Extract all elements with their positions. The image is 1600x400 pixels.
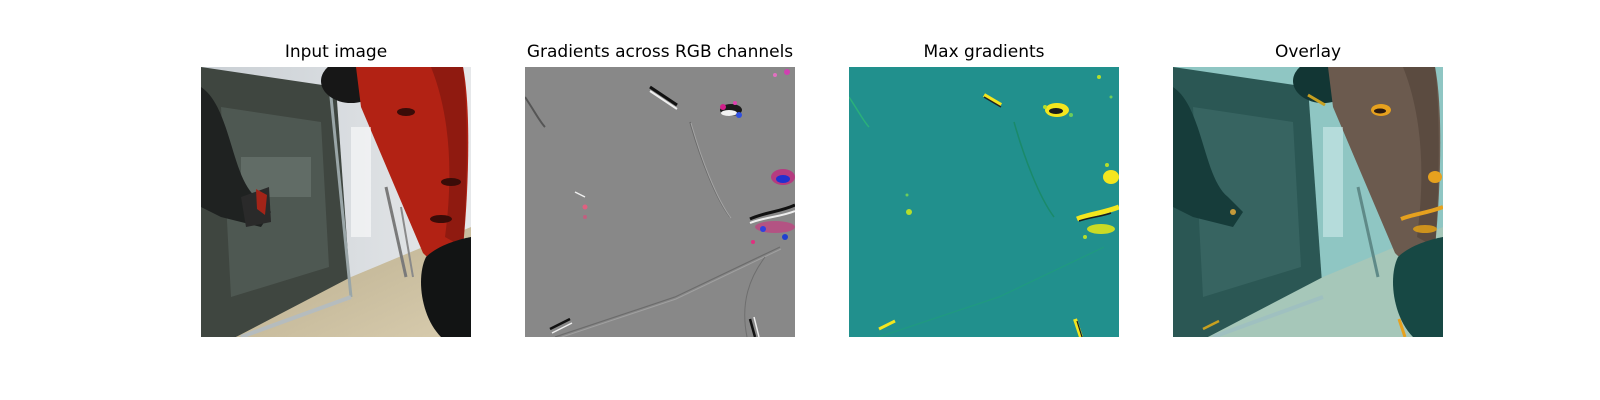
panel-title-max-gradients: Max gradients bbox=[923, 42, 1045, 62]
panel-title-overlay: Overlay bbox=[1274, 42, 1342, 62]
rgb-gradients-image bbox=[525, 67, 795, 337]
overlay-image bbox=[1173, 67, 1443, 337]
input-image bbox=[201, 67, 471, 337]
max-gradients-panel: Max gradients bbox=[849, 0, 1119, 340]
overlay-panel: Overlay bbox=[1173, 0, 1443, 340]
rgb-gradients-panel: Gradients across RGB channels bbox=[525, 0, 795, 340]
panel-title-rgb-gradients: Gradients across RGB channels bbox=[526, 42, 794, 62]
input-image-panel: Input image bbox=[201, 0, 471, 340]
max-gradients-image bbox=[849, 67, 1119, 337]
panel-title-input-image: Input image bbox=[284, 42, 388, 62]
